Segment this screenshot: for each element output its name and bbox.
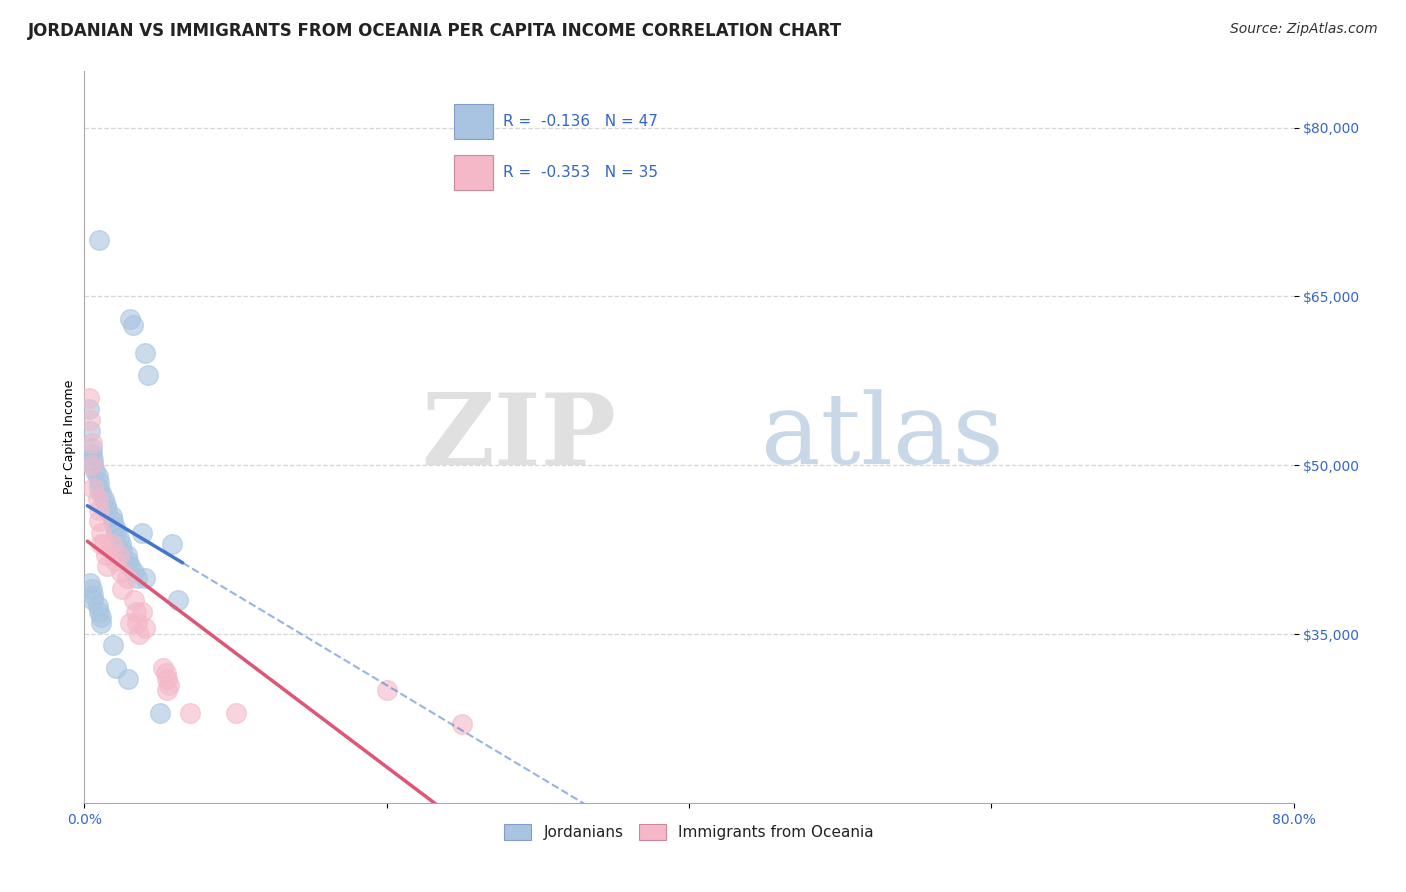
Point — [101, 638, 124, 652]
Point — [82, 452, 104, 467]
Point — [111, 542, 134, 557]
Point — [90, 537, 112, 551]
Point — [122, 565, 145, 579]
Text: Source: ZipAtlas.com: Source: ZipAtlas.com — [1230, 22, 1378, 37]
Point — [94, 498, 117, 512]
Point — [118, 312, 141, 326]
Point — [90, 610, 112, 624]
Point — [118, 559, 141, 574]
Point — [179, 706, 201, 720]
Point — [94, 548, 117, 562]
Point — [149, 706, 172, 720]
Point — [125, 605, 148, 619]
Point — [131, 605, 153, 619]
Point — [77, 401, 100, 416]
Point — [90, 615, 112, 630]
Point — [89, 475, 111, 489]
Point — [118, 615, 141, 630]
Point — [110, 565, 132, 579]
Point — [115, 571, 138, 585]
Point — [87, 491, 110, 506]
Point — [87, 599, 110, 613]
Point — [82, 481, 104, 495]
Point — [157, 678, 180, 692]
Point — [155, 666, 177, 681]
Point — [80, 435, 103, 450]
Text: JORDANIAN VS IMMIGRANTS FROM OCEANIA PER CAPITA INCOME CORRELATION CHART: JORDANIAN VS IMMIGRANTS FROM OCEANIA PER… — [28, 22, 842, 40]
Point — [89, 515, 111, 529]
Y-axis label: Per Capita Income: Per Capita Income — [63, 380, 76, 494]
Point — [82, 458, 104, 473]
Point — [111, 582, 134, 596]
Text: atlas: atlas — [762, 389, 1004, 485]
Legend: Jordanians, Immigrants from Oceania: Jordanians, Immigrants from Oceania — [498, 818, 880, 847]
Point — [105, 525, 128, 540]
Point — [89, 605, 111, 619]
Point — [117, 672, 139, 686]
Point — [100, 508, 122, 523]
Point — [96, 559, 118, 574]
Point — [136, 368, 159, 383]
Point — [90, 486, 112, 500]
Point — [128, 627, 150, 641]
Point — [96, 503, 118, 517]
Point — [105, 661, 128, 675]
Point — [90, 525, 112, 540]
Point — [80, 442, 103, 456]
Point — [167, 593, 190, 607]
Point — [115, 548, 138, 562]
Point — [108, 532, 131, 546]
Point — [122, 593, 145, 607]
Point — [160, 537, 183, 551]
Point — [134, 621, 156, 635]
Point — [134, 345, 156, 359]
Point — [127, 571, 149, 585]
Point — [79, 413, 101, 427]
Point — [79, 425, 101, 439]
Point — [80, 447, 103, 461]
Point — [110, 537, 132, 551]
Point — [89, 503, 111, 517]
Point — [121, 318, 143, 332]
Point — [134, 571, 156, 585]
Point — [79, 576, 101, 591]
Text: ZIP: ZIP — [422, 389, 616, 485]
Point — [93, 491, 115, 506]
Point — [93, 537, 115, 551]
Point — [89, 233, 111, 247]
Point — [156, 683, 179, 698]
Point — [77, 391, 100, 405]
Point — [375, 683, 398, 698]
Point — [100, 537, 122, 551]
Point — [82, 588, 104, 602]
Point — [104, 520, 127, 534]
Point — [108, 548, 131, 562]
Point — [152, 661, 174, 675]
Point — [80, 458, 103, 473]
Point — [127, 615, 149, 630]
Point — [104, 554, 127, 568]
Point — [82, 593, 104, 607]
Point — [117, 554, 139, 568]
Point — [225, 706, 247, 720]
Point — [451, 717, 474, 731]
Point — [101, 515, 124, 529]
Point — [89, 481, 111, 495]
Point — [84, 464, 107, 478]
Point — [87, 469, 110, 483]
Point — [131, 525, 153, 540]
Point — [80, 582, 103, 596]
Point — [156, 672, 179, 686]
